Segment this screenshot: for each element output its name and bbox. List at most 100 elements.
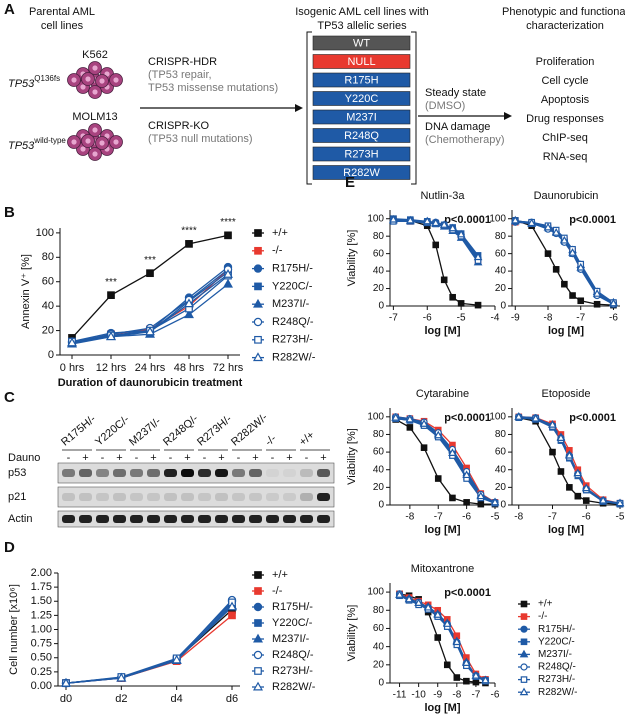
- cell-nucleus: [92, 65, 98, 71]
- panel-label: E: [345, 174, 355, 191]
- band: [62, 469, 75, 477]
- y-tick-label: 100: [489, 213, 506, 224]
- treatment: -: [271, 452, 275, 464]
- marker: [548, 420, 557, 428]
- assay: Apoptosis: [541, 94, 590, 106]
- band: [266, 493, 279, 501]
- marker: [510, 215, 520, 224]
- marker: [552, 266, 560, 273]
- y-tick-label: 80: [495, 231, 507, 242]
- marker: [145, 326, 155, 336]
- assay: ChIP-seq: [542, 132, 588, 144]
- marker: [419, 419, 429, 427]
- y-tick-label: 20: [495, 482, 507, 493]
- treatment: +: [82, 452, 88, 464]
- y-tick-label: 80: [373, 429, 385, 440]
- treatment: -: [305, 452, 309, 464]
- lane-label: -/-: [263, 432, 279, 448]
- cell-nucleus: [71, 77, 77, 83]
- marker: [433, 430, 443, 439]
- blot-strip: [57, 462, 335, 484]
- band: [198, 493, 211, 501]
- row-label: p21: [8, 491, 26, 503]
- marker: [405, 215, 415, 224]
- allele-box: [312, 128, 411, 143]
- y-tick-label: 60: [42, 276, 54, 288]
- y-tick-label: 40: [42, 300, 54, 312]
- marker: [527, 218, 536, 227]
- legend-label: R282W/-: [272, 352, 316, 364]
- method-detail: TP53 missense mutations): [148, 82, 278, 94]
- x-tick-label: -10: [411, 690, 426, 701]
- x-tick-label: -8: [405, 512, 414, 523]
- chart-title: Etoposide: [542, 388, 591, 400]
- x-tick-label: d4: [171, 693, 183, 705]
- marker: [462, 470, 471, 479]
- y-tick-label: 100: [367, 411, 384, 422]
- allele-label: R175H: [344, 74, 378, 86]
- chart-title: Mitoxantrone: [411, 563, 475, 575]
- marker: [520, 600, 528, 608]
- band: [317, 515, 330, 523]
- y-tick-label: 1.50: [31, 595, 52, 607]
- allele-box: [312, 54, 411, 69]
- band: [164, 493, 177, 501]
- y-tick-label: 0.75: [31, 638, 52, 650]
- marker: [609, 298, 618, 307]
- section-title: Parental AML: [29, 6, 95, 18]
- x-tick-label: d6: [226, 693, 238, 705]
- cell-nucleus: [92, 89, 98, 95]
- chart-title: Cytarabine: [416, 388, 469, 400]
- y-tick-label: 0: [48, 349, 54, 361]
- x-tick-label: -7: [576, 313, 585, 324]
- marker: [463, 677, 470, 685]
- treatment: +: [252, 452, 258, 464]
- y-tick-label: 0.25: [31, 666, 52, 678]
- marker: [520, 676, 528, 683]
- band: [198, 469, 211, 477]
- marker: [423, 602, 433, 611]
- x-tick-label: -6: [582, 512, 591, 523]
- x-tick-label: -7: [434, 512, 443, 523]
- y-tick-label: 80: [373, 605, 385, 616]
- marker: [434, 634, 442, 641]
- marker: [254, 587, 262, 595]
- marker: [254, 229, 262, 237]
- marker: [581, 483, 591, 492]
- y-tick-label: 1.25: [31, 609, 52, 621]
- arrow-head: [504, 112, 512, 120]
- section-title: TP53 allelic series: [317, 20, 407, 32]
- x-tick-label: 72 hrs: [213, 362, 244, 374]
- marker: [598, 495, 608, 504]
- arrow-head: [295, 104, 303, 112]
- band: [266, 469, 279, 477]
- marker: [433, 610, 443, 618]
- band: [79, 515, 92, 523]
- marker: [556, 433, 566, 441]
- legend-label: M237I/-: [272, 633, 310, 645]
- band: [215, 469, 228, 477]
- cell-nucleus: [92, 127, 98, 133]
- band: [79, 493, 92, 501]
- band: [232, 515, 245, 523]
- marker: [520, 638, 528, 646]
- marker: [569, 292, 576, 299]
- marker: [481, 675, 490, 684]
- x-tick-label: -11: [393, 690, 407, 701]
- marker: [565, 450, 574, 459]
- marker: [471, 671, 481, 679]
- x-tick-label: -6: [609, 313, 618, 324]
- marker: [566, 484, 573, 491]
- legend-label: Y220C/-: [272, 617, 313, 629]
- y-axis-label: Annexin V⁺ [%]: [20, 254, 32, 329]
- marker: [254, 335, 262, 344]
- x-tick-label: 48 hrs: [174, 362, 205, 374]
- significance: ***: [144, 255, 156, 266]
- y-tick-label: 60: [373, 623, 385, 634]
- marker: [514, 412, 524, 420]
- allele-label: R273H: [344, 148, 378, 160]
- marker: [593, 300, 601, 308]
- marker: [420, 444, 428, 451]
- series-line: [399, 593, 486, 684]
